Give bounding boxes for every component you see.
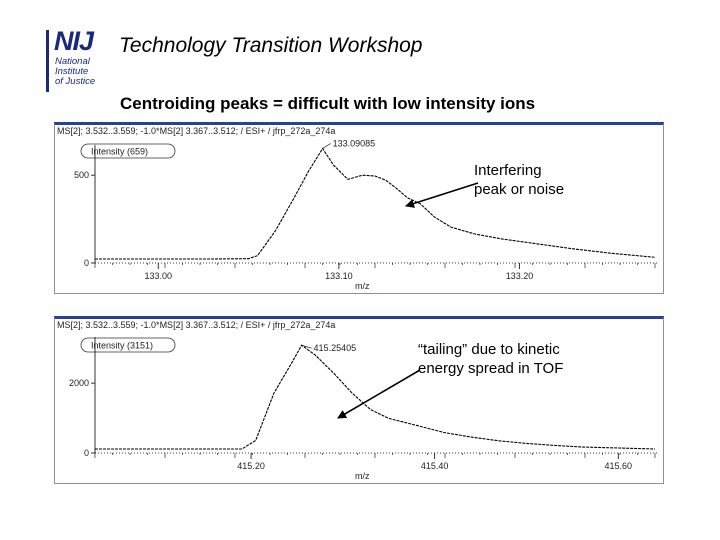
- intensity-box: [80, 337, 176, 353]
- arrow-tailing: [337, 369, 421, 419]
- y-tick-label: 0: [84, 258, 89, 268]
- y-tick-label: 2000: [69, 378, 89, 388]
- slide-header: Technology Transition Workshop: [119, 34, 423, 57]
- callout-tailing-line-1: “tailing” due to kinetic: [418, 341, 560, 358]
- logo-rule: [46, 30, 49, 92]
- intensity-label: Intensity (659): [91, 147, 148, 157]
- y-tick-label: 500: [74, 170, 89, 180]
- callout-tailing-line-2: energy spread in TOF: [418, 360, 564, 377]
- spectrum-chart-1: MS[2]; 3.532..3.559; -1.0*MS[2] 3.367..3…: [57, 126, 657, 291]
- peak-label: 415.25405: [314, 343, 357, 353]
- y-tick-label: 0: [84, 448, 89, 458]
- logo-line-2: Institute: [55, 66, 89, 77]
- logo-line-3: of Justice: [55, 76, 96, 87]
- peak-leader: [322, 143, 331, 149]
- peak-label: 133.09085: [333, 139, 376, 149]
- peak-leader: [301, 344, 312, 349]
- x-axis-label: m/z: [355, 471, 370, 481]
- slide-title: Centroiding peaks = difficult with low i…: [120, 94, 536, 113]
- x-tick-label: 415.60: [605, 461, 633, 471]
- spectrum-trace: [95, 147, 656, 260]
- x-tick-label: 415.20: [237, 461, 265, 471]
- spectrum-panel-1: MS[2]; 3.532..3.559; -1.0*MS[2] 3.367..3…: [54, 122, 664, 294]
- spectrum-header-text: MS[2]; 3.532..3.559; -1.0*MS[2] 3.367..3…: [57, 320, 335, 330]
- nij-logo: NIJ National Institute of Justice: [46, 26, 112, 92]
- spectrum-header-text: MS[2]; 3.532..3.559; -1.0*MS[2] 3.367..3…: [57, 126, 335, 136]
- spectrum-chart-2: MS[2]; 3.532..3.559; -1.0*MS[2] 3.367..3…: [57, 320, 657, 481]
- x-axis-label: m/z: [355, 281, 370, 291]
- intensity-box: [80, 143, 176, 159]
- spectrum-panel-2: MS[2]; 3.532..3.559; -1.0*MS[2] 3.367..3…: [54, 316, 664, 484]
- x-tick-label: 415.40: [421, 461, 449, 471]
- x-tick-label: 133.10: [325, 271, 353, 281]
- logo-nij-text: NIJ: [54, 26, 94, 56]
- x-tick-label: 133.00: [144, 271, 172, 281]
- logo-line-1: National: [55, 56, 90, 67]
- callout-interfering: Interfering peak or noise: [474, 161, 564, 199]
- callout-interfering-line-1: Interfering: [474, 162, 542, 179]
- callout-tailing: “tailing” due to kinetic energy spread i…: [418, 340, 563, 378]
- spectrum-trace: [95, 344, 656, 450]
- x-tick-label: 133.20: [506, 271, 534, 281]
- intensity-label: Intensity (3151): [91, 341, 153, 351]
- callout-interfering-line-2: peak or noise: [474, 181, 565, 198]
- arrow-interfering: [405, 182, 479, 208]
